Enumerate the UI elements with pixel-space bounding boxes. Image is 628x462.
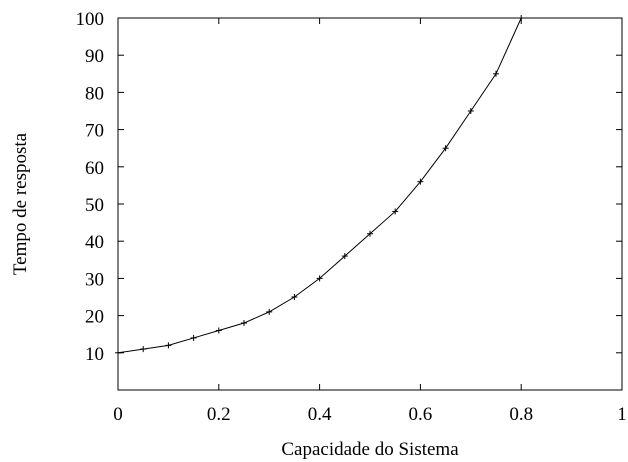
x-tick-label: 0.4 <box>308 404 332 425</box>
x-tick-label: 0.2 <box>207 404 231 425</box>
y-tick-label: 20 <box>85 307 104 328</box>
y-tick-label: 50 <box>85 195 104 216</box>
y-tick-label: 100 <box>76 9 105 30</box>
x-tick-label: 0.6 <box>409 404 433 425</box>
data-point <box>367 230 373 237</box>
data-point <box>518 15 525 21</box>
data-point <box>266 308 273 315</box>
data-point <box>241 320 247 327</box>
data-point <box>291 294 298 300</box>
data-point <box>467 108 474 114</box>
data-point <box>392 208 399 215</box>
y-tick-label: 90 <box>85 46 104 67</box>
x-tick-label: 0.8 <box>509 404 533 425</box>
data-point <box>215 327 222 334</box>
x-axis-label: Capacidade do Sistema <box>281 439 459 460</box>
data-point <box>341 253 348 260</box>
series-line <box>117 17 522 354</box>
data-point <box>140 346 147 353</box>
y-tick-label: 10 <box>85 344 104 365</box>
x-tick-label: 1 <box>617 404 627 425</box>
data-point <box>115 349 121 356</box>
y-tick-label: 30 <box>85 269 104 290</box>
data-point <box>190 334 197 341</box>
data-point <box>417 178 424 185</box>
data-point <box>316 275 323 282</box>
y-tick-label: 70 <box>85 121 104 142</box>
y-tick-label: 80 <box>85 83 104 104</box>
x-tick-label: 0 <box>113 404 123 425</box>
y-tick-label: 40 <box>85 232 104 253</box>
x-axis-ticks: 0 0.2 0.4 0.6 0.8 1 <box>113 18 627 425</box>
data-point <box>493 70 499 77</box>
data-point <box>165 342 172 349</box>
series-markers <box>115 15 525 356</box>
plot-frame <box>117 17 623 391</box>
y-axis-label: Tempo de resposta <box>10 132 31 275</box>
y-axis-ticks: 10 20 30 40 50 60 70 80 90 100 <box>76 9 622 365</box>
data-point <box>442 145 449 152</box>
y-tick-label: 60 <box>85 158 104 179</box>
